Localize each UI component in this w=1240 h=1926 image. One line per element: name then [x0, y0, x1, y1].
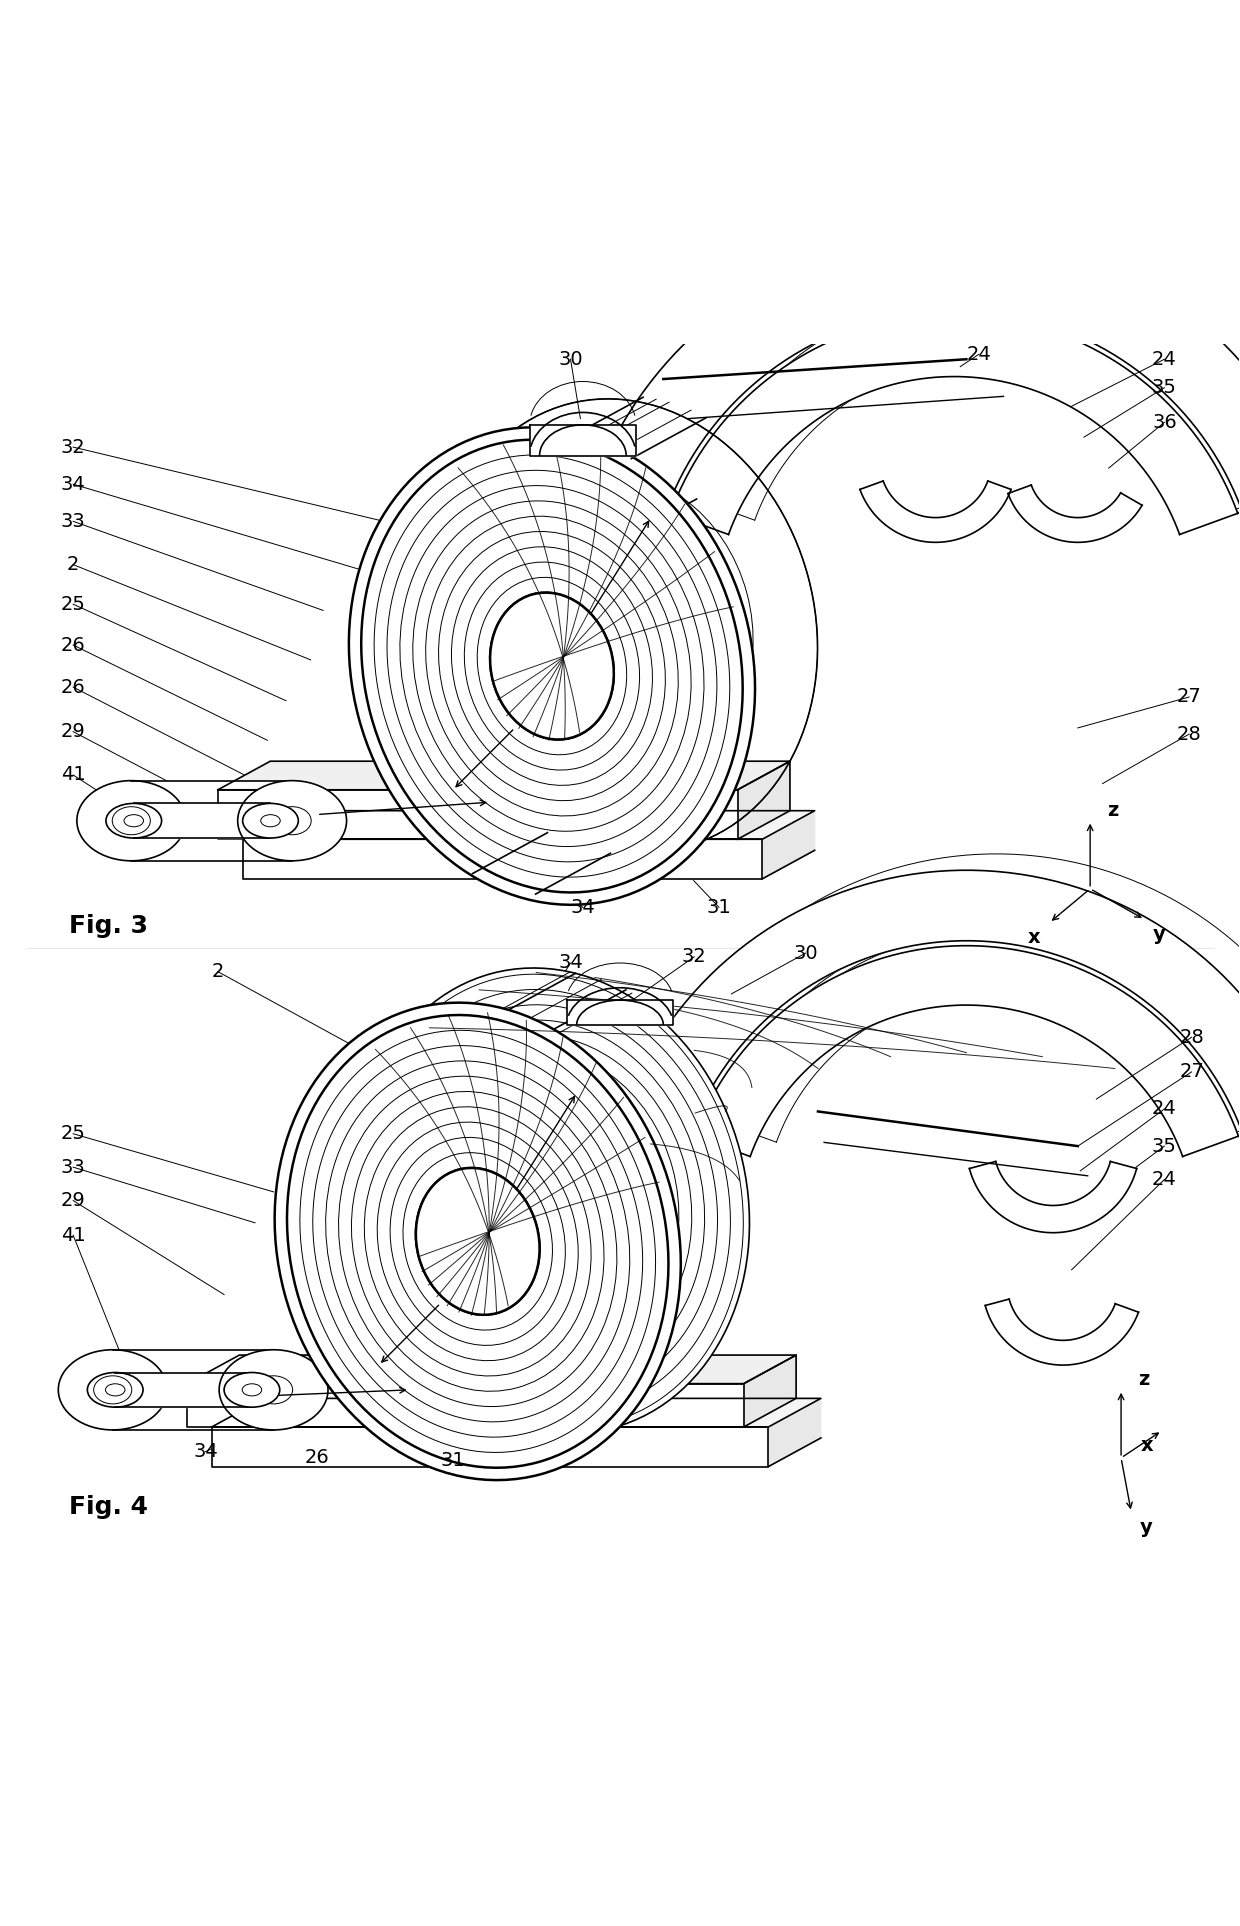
Text: 31: 31	[440, 1450, 465, 1470]
Text: y: y	[1153, 924, 1166, 944]
Text: 41: 41	[61, 765, 86, 784]
Text: x: x	[1028, 928, 1040, 948]
Text: 34: 34	[570, 898, 595, 917]
Ellipse shape	[274, 1003, 681, 1479]
Polygon shape	[738, 761, 790, 840]
Text: 35: 35	[1152, 1136, 1177, 1156]
Polygon shape	[131, 780, 293, 861]
Polygon shape	[243, 840, 763, 878]
Text: 24: 24	[1152, 351, 1177, 368]
Polygon shape	[243, 811, 815, 840]
Text: x: x	[1141, 1437, 1153, 1454]
Text: 29: 29	[61, 1190, 86, 1210]
Polygon shape	[763, 811, 815, 878]
Polygon shape	[970, 1161, 1137, 1233]
Polygon shape	[1008, 485, 1142, 543]
Polygon shape	[115, 1373, 252, 1408]
Text: 27: 27	[1177, 688, 1202, 707]
Text: z: z	[1107, 801, 1118, 820]
Text: 2: 2	[67, 555, 79, 574]
Text: 26: 26	[61, 636, 86, 655]
Text: y: y	[1140, 1518, 1152, 1537]
Ellipse shape	[490, 593, 614, 740]
Text: 24: 24	[1152, 1100, 1177, 1119]
Ellipse shape	[105, 803, 161, 838]
Ellipse shape	[348, 428, 755, 905]
Ellipse shape	[415, 1167, 539, 1315]
Polygon shape	[694, 946, 1239, 1156]
Text: 33: 33	[61, 512, 86, 532]
Polygon shape	[567, 1000, 673, 1025]
Polygon shape	[584, 233, 1240, 537]
Ellipse shape	[356, 969, 749, 1433]
Ellipse shape	[243, 803, 299, 838]
Polygon shape	[769, 1398, 821, 1466]
Polygon shape	[218, 790, 738, 840]
Polygon shape	[671, 314, 1238, 535]
Text: 25: 25	[61, 595, 86, 614]
Text: Fig. 4: Fig. 4	[69, 1495, 149, 1520]
Polygon shape	[187, 1356, 796, 1383]
Ellipse shape	[87, 1373, 143, 1408]
Text: 32: 32	[61, 437, 86, 456]
Polygon shape	[212, 1398, 821, 1427]
Text: 28: 28	[1177, 724, 1202, 743]
Polygon shape	[134, 803, 270, 838]
Text: 35: 35	[1152, 377, 1177, 397]
Text: 26: 26	[305, 1448, 330, 1468]
Polygon shape	[859, 482, 1011, 543]
Text: 30: 30	[558, 351, 583, 368]
Text: 36: 36	[1152, 412, 1177, 431]
Ellipse shape	[491, 1127, 615, 1273]
Text: 24: 24	[1152, 1169, 1177, 1188]
Text: 32: 32	[682, 948, 707, 967]
Polygon shape	[218, 761, 790, 790]
Text: 24: 24	[966, 345, 991, 364]
Text: 34: 34	[193, 1443, 218, 1462]
Text: 41: 41	[61, 1225, 86, 1244]
Text: 2: 2	[212, 963, 224, 980]
Ellipse shape	[58, 1350, 167, 1429]
Text: 34: 34	[558, 953, 583, 973]
Polygon shape	[614, 871, 1240, 1159]
Polygon shape	[986, 1300, 1138, 1366]
Text: 34: 34	[61, 474, 86, 493]
Polygon shape	[744, 1356, 796, 1427]
Polygon shape	[529, 426, 636, 456]
Text: 27: 27	[1179, 1063, 1204, 1080]
Text: z: z	[1138, 1371, 1149, 1389]
Ellipse shape	[224, 1373, 280, 1408]
Text: 33: 33	[61, 1158, 86, 1177]
Text: 28: 28	[1179, 1028, 1204, 1046]
Text: 25: 25	[61, 1125, 86, 1144]
Ellipse shape	[219, 1350, 329, 1429]
Text: 30: 30	[794, 944, 818, 963]
Text: 29: 29	[61, 722, 86, 742]
Ellipse shape	[77, 780, 186, 861]
Polygon shape	[113, 1350, 274, 1429]
Ellipse shape	[238, 780, 346, 861]
Polygon shape	[187, 1383, 744, 1427]
Text: Fig. 3: Fig. 3	[69, 913, 149, 938]
Polygon shape	[212, 1427, 769, 1466]
Text: 31: 31	[707, 898, 732, 917]
Text: 26: 26	[61, 678, 86, 697]
